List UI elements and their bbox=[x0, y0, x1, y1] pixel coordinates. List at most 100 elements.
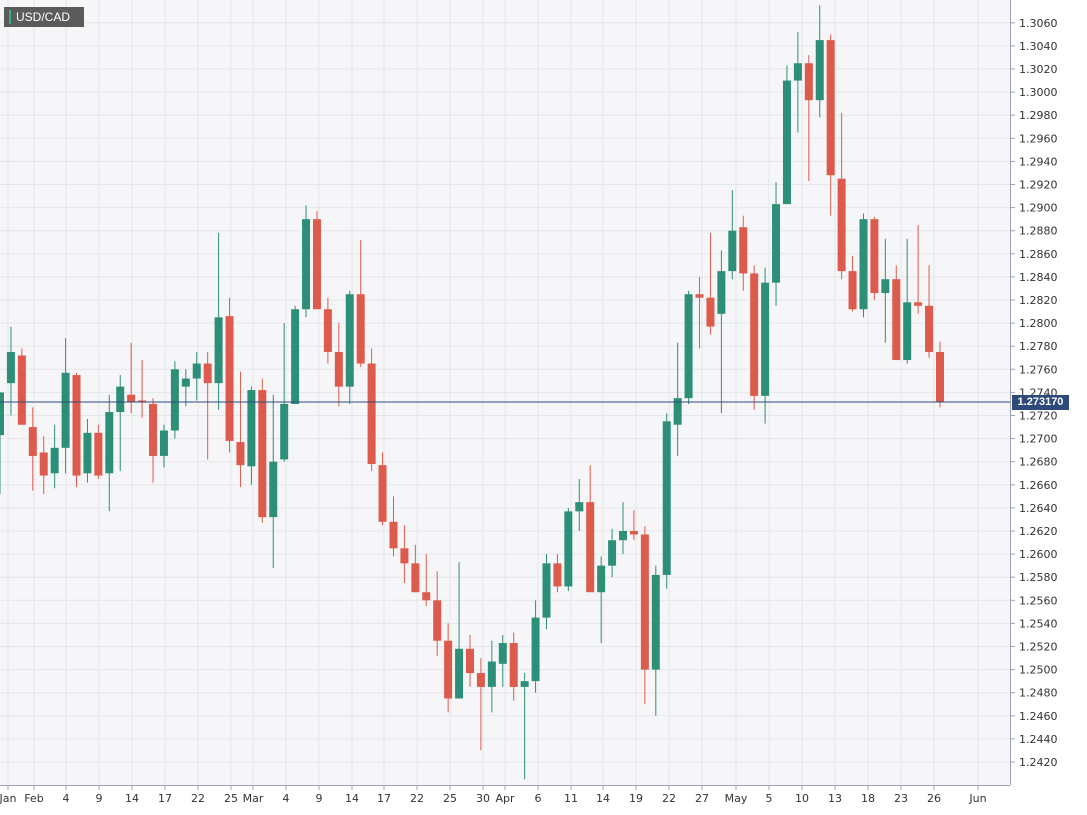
candle-down bbox=[640, 526, 649, 705]
candle-body bbox=[422, 592, 431, 601]
candle-body bbox=[225, 316, 234, 441]
candle-body bbox=[247, 390, 256, 467]
candle-body bbox=[214, 317, 223, 384]
x-tick-label: Feb bbox=[24, 792, 43, 805]
candle-body bbox=[28, 427, 37, 456]
candle-body bbox=[706, 297, 715, 327]
candle-body bbox=[575, 502, 584, 512]
candle-body bbox=[586, 502, 595, 593]
candle-down bbox=[444, 623, 453, 713]
x-tick-label: 22 bbox=[410, 792, 424, 805]
candle-body bbox=[323, 309, 332, 352]
candle-down bbox=[925, 265, 934, 358]
candle-down bbox=[378, 452, 387, 526]
x-tick-label: 5 bbox=[766, 792, 773, 805]
y-tick-label: 1.3060 bbox=[1019, 17, 1058, 30]
candle-down bbox=[914, 224, 923, 314]
x-tick-label: 26 bbox=[927, 792, 941, 805]
y-tick-label: 1.2680 bbox=[1019, 456, 1058, 469]
candle-body bbox=[105, 412, 114, 474]
y-tick-label: 1.2840 bbox=[1019, 271, 1058, 284]
candle-down bbox=[356, 239, 365, 367]
x-tick-label: 6 bbox=[535, 792, 542, 805]
candle-body bbox=[542, 563, 551, 618]
candle-body bbox=[608, 540, 617, 566]
candle-up bbox=[772, 182, 781, 306]
candle-body bbox=[94, 432, 103, 476]
candle-up bbox=[116, 375, 125, 471]
candle-body bbox=[312, 219, 321, 310]
candle-body bbox=[6, 351, 15, 384]
y-axis-ticks: 1.2420 1.2440 1.2460 1.2480 1.2500 1.2520 1.25… bbox=[1010, 17, 1058, 769]
candle-body bbox=[83, 432, 92, 474]
candle-up bbox=[291, 305, 300, 404]
candle-body bbox=[17, 355, 26, 425]
candle-body bbox=[192, 363, 201, 379]
x-tick-label: 25 bbox=[224, 792, 238, 805]
candle-body bbox=[804, 63, 813, 101]
candle-down bbox=[203, 351, 212, 460]
candle-down bbox=[476, 658, 485, 751]
y-tick-label: 1.2580 bbox=[1019, 571, 1058, 584]
y-tick-label: 1.3020 bbox=[1019, 63, 1058, 76]
x-tick-label: 25 bbox=[443, 792, 457, 805]
candle-body bbox=[400, 548, 409, 564]
candle-body bbox=[39, 452, 48, 476]
y-tick-label: 1.2660 bbox=[1019, 479, 1058, 492]
candle-up bbox=[761, 267, 770, 424]
symbol-badge-accent bbox=[9, 10, 11, 24]
candle-body bbox=[619, 531, 628, 541]
candle-body bbox=[651, 574, 660, 670]
candle-up bbox=[105, 394, 114, 512]
candle-body bbox=[170, 369, 179, 431]
x-tick-label: Apr bbox=[495, 792, 515, 805]
y-tick-label: 1.2820 bbox=[1019, 294, 1058, 307]
candle-body bbox=[116, 386, 125, 413]
candle-body bbox=[149, 403, 158, 456]
candle-down bbox=[837, 112, 846, 280]
candle-down bbox=[870, 216, 879, 300]
y-tick-label: 1.2540 bbox=[1019, 617, 1058, 630]
x-tick-label: 18 bbox=[861, 792, 875, 805]
x-tick-label: Mar bbox=[243, 792, 264, 805]
candle-body bbox=[411, 563, 420, 593]
y-tick-label: 1.2460 bbox=[1019, 710, 1058, 723]
candle-body bbox=[465, 648, 474, 674]
grid-lines bbox=[0, 0, 1010, 785]
y-tick-label: 1.2420 bbox=[1019, 756, 1058, 769]
candle-up bbox=[619, 502, 628, 555]
candle-up bbox=[0, 392, 4, 495]
candle-body bbox=[455, 648, 464, 699]
x-tick-label: 17 bbox=[377, 792, 391, 805]
candle-body bbox=[761, 282, 770, 396]
candle-up bbox=[542, 554, 551, 630]
candle-body bbox=[848, 271, 857, 310]
candle-down bbox=[706, 233, 715, 335]
x-tick-label: 4 bbox=[63, 792, 70, 805]
candle-body bbox=[389, 521, 398, 549]
candle-body bbox=[597, 565, 606, 593]
candle-body bbox=[870, 219, 879, 294]
candle-up bbox=[6, 326, 15, 416]
candle-down bbox=[553, 554, 562, 593]
candle-body bbox=[695, 294, 704, 298]
candle-up bbox=[214, 233, 223, 410]
x-tick-label: 14 bbox=[125, 792, 139, 805]
x-tick-label: 4 bbox=[283, 792, 290, 805]
candle-body bbox=[717, 271, 726, 314]
y-tick-label: 1.2520 bbox=[1019, 641, 1058, 654]
y-tick-label: 1.2600 bbox=[1019, 548, 1058, 561]
symbol-label: USD/CAD bbox=[16, 10, 71, 24]
candle-body bbox=[356, 294, 365, 364]
candle-up bbox=[487, 640, 496, 713]
y-tick-label: 1.2900 bbox=[1019, 202, 1058, 215]
candle-down bbox=[312, 211, 321, 310]
candle-up bbox=[782, 65, 791, 205]
candle-body bbox=[837, 178, 846, 272]
y-tick-label: 1.2560 bbox=[1019, 594, 1058, 607]
candle-body bbox=[498, 643, 507, 664]
candle-up bbox=[728, 190, 737, 280]
y-tick-label: 1.2720 bbox=[1019, 410, 1058, 423]
